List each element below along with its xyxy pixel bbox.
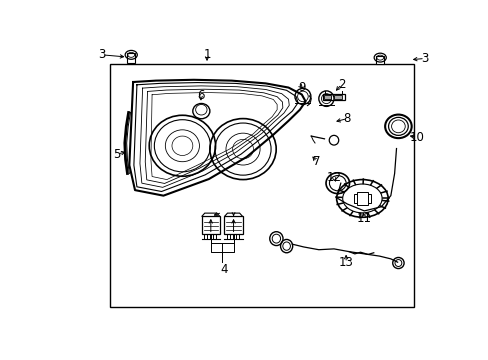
Text: 8: 8 xyxy=(343,112,350,125)
Text: 11: 11 xyxy=(356,212,371,225)
Text: 4: 4 xyxy=(220,264,227,276)
Text: 6: 6 xyxy=(197,89,204,102)
Text: 1: 1 xyxy=(203,48,210,61)
Text: 13: 13 xyxy=(338,256,353,269)
Bar xyxy=(110,64,413,307)
Bar xyxy=(333,95,341,99)
Text: 7: 7 xyxy=(312,156,320,168)
Polygon shape xyxy=(224,213,242,216)
Text: 3: 3 xyxy=(98,48,105,61)
Bar xyxy=(127,53,135,63)
Bar xyxy=(224,216,242,234)
Text: 10: 10 xyxy=(409,131,424,144)
Bar xyxy=(353,194,370,203)
Text: 5: 5 xyxy=(113,148,121,161)
Text: 9: 9 xyxy=(297,81,305,94)
Bar xyxy=(356,192,367,204)
Polygon shape xyxy=(202,213,220,216)
Text: 12: 12 xyxy=(326,171,341,184)
Bar xyxy=(322,94,345,100)
Bar xyxy=(323,95,331,99)
Bar xyxy=(375,56,383,64)
Text: 3: 3 xyxy=(420,52,428,65)
Bar xyxy=(202,216,220,234)
Text: 2: 2 xyxy=(337,78,345,91)
